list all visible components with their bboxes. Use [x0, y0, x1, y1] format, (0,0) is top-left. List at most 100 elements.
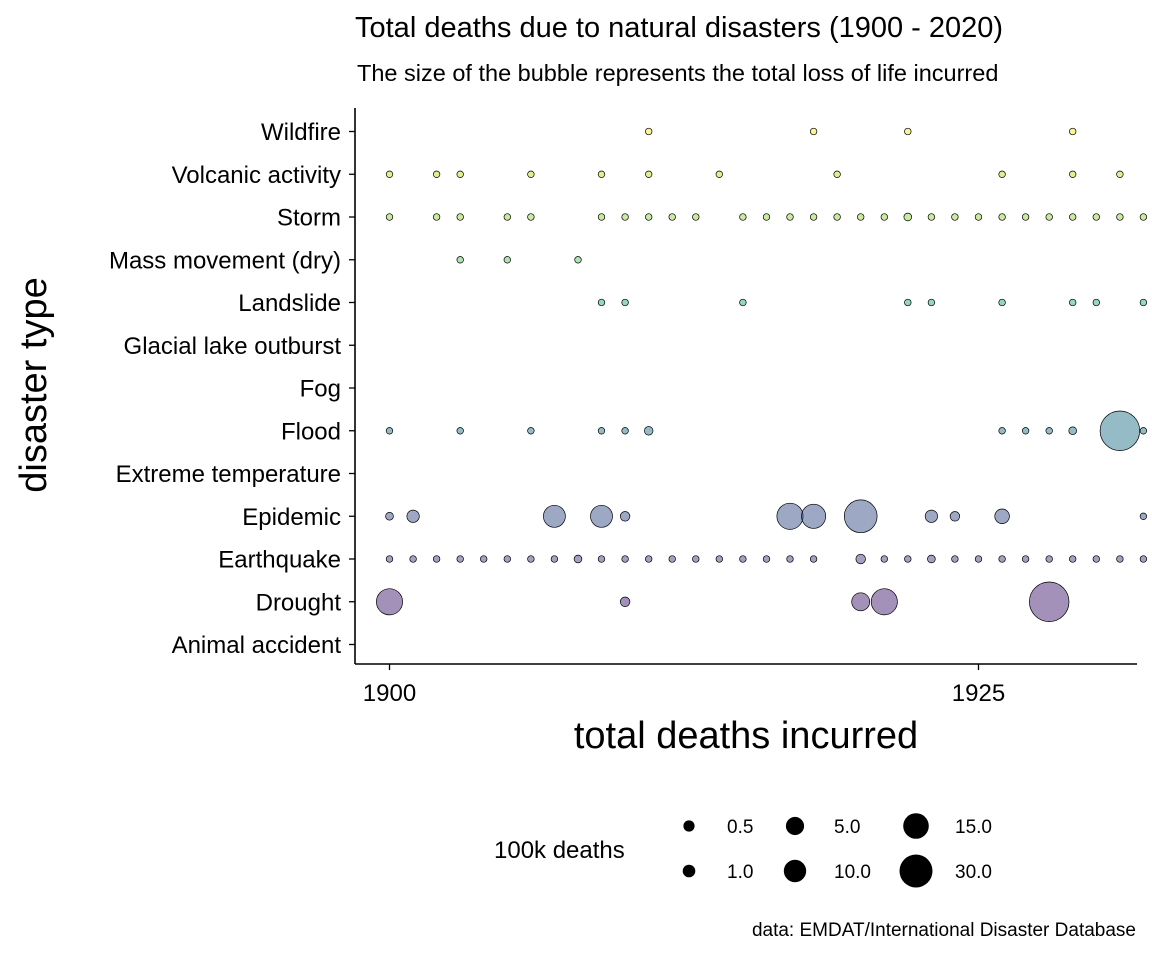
bubble	[880, 555, 888, 563]
bubble	[644, 426, 654, 436]
series-mass-movement-dry	[456, 256, 582, 264]
bubble	[1045, 427, 1053, 435]
bubble	[432, 555, 441, 563]
bubble	[739, 298, 747, 307]
chart-subtitle: The size of the bubble represents the to…	[357, 60, 999, 86]
series-flood	[385, 410, 1148, 451]
bubble	[855, 553, 866, 565]
y-tick-label: Drought	[256, 589, 342, 616]
size-legend-key	[785, 816, 805, 836]
bubble	[1045, 555, 1053, 563]
bubble	[1021, 213, 1030, 221]
bubble	[456, 170, 464, 178]
bubble	[762, 555, 771, 563]
y-tick-label: Landslide	[238, 290, 341, 317]
bubble	[1069, 213, 1077, 221]
bubble	[1092, 213, 1100, 221]
bubble	[949, 511, 961, 522]
bubble	[998, 298, 1006, 307]
bubble	[801, 503, 827, 529]
bubble	[527, 555, 535, 563]
bubble	[619, 511, 631, 522]
bubble	[786, 213, 794, 221]
bubble	[503, 555, 511, 563]
bubble	[857, 213, 865, 221]
y-axis-labels: Animal accident Drought Earthquake Epidemic…	[109, 119, 341, 659]
series-drought	[376, 581, 1070, 622]
bubble	[951, 555, 959, 563]
bubble	[739, 555, 747, 563]
bubble	[809, 213, 818, 221]
size-legend-label: 30.0	[955, 862, 992, 883]
bubble	[1029, 581, 1070, 622]
size-legend: 100k deaths 0.5 1.0 5.0 10.0 15.0 30.0	[494, 813, 992, 888]
y-tick-label: Volcanic activity	[172, 162, 341, 189]
bubble	[621, 555, 629, 563]
bubble	[974, 555, 983, 563]
size-legend-title: 100k deaths	[494, 837, 625, 864]
bubble	[597, 298, 606, 307]
bubble	[385, 213, 394, 221]
bubble	[645, 127, 653, 136]
bubble	[998, 213, 1006, 221]
x-axis-title: total deaths incurred	[574, 715, 918, 757]
y-axis-title: disaster type	[13, 277, 55, 492]
y-tick-label: Flood	[281, 418, 341, 445]
bubble	[1099, 410, 1141, 451]
bubble	[1045, 213, 1053, 221]
bubble	[904, 555, 912, 563]
bubble	[597, 427, 606, 435]
bubble	[573, 554, 583, 564]
bubble	[527, 427, 535, 435]
bubble	[409, 555, 417, 563]
y-tick-label: Animal accident	[172, 632, 342, 659]
bubble	[456, 427, 464, 435]
chart-title: Total deaths due to natural disasters (1…	[355, 12, 1004, 44]
size-legend-label: 1.0	[727, 862, 753, 883]
bubble	[597, 555, 606, 563]
bubble	[597, 213, 606, 221]
bubble	[927, 298, 936, 307]
bubble	[645, 555, 653, 563]
bubble	[480, 555, 488, 563]
bubble	[1069, 127, 1077, 136]
bubble	[385, 427, 394, 435]
bubble	[974, 213, 983, 221]
bubble	[619, 596, 631, 607]
bubble	[574, 256, 582, 264]
bubble	[1092, 555, 1100, 563]
y-tick-label: Earthquake	[218, 547, 341, 574]
bubble	[668, 213, 676, 221]
bubble	[692, 555, 700, 563]
bubble	[621, 213, 629, 221]
bubble	[739, 213, 747, 221]
bubble	[543, 504, 566, 528]
y-tick-label: Mass movement (dry)	[109, 247, 341, 274]
bubble	[1139, 512, 1148, 520]
bubble	[870, 588, 898, 616]
bubble	[927, 213, 936, 221]
series-epidemic	[385, 499, 1148, 534]
bubble	[904, 127, 912, 136]
x-tick-label: 1900	[363, 680, 416, 707]
bubble	[621, 427, 629, 435]
bubble	[432, 213, 441, 221]
size-legend-label: 0.5	[727, 817, 753, 838]
bubble	[456, 256, 464, 264]
bubble	[406, 509, 420, 523]
bubble	[776, 502, 804, 530]
bubble	[503, 213, 511, 221]
bubble	[998, 427, 1006, 435]
bubble	[692, 213, 700, 221]
bubble	[809, 555, 818, 563]
bubble	[1116, 213, 1124, 221]
bubble	[843, 499, 878, 534]
bubble	[998, 555, 1006, 563]
x-tick-label: 1925	[952, 680, 1005, 707]
y-tick-label: Epidemic	[242, 504, 341, 531]
bubble	[550, 555, 559, 563]
bubble	[1021, 555, 1030, 563]
bubble	[527, 170, 535, 178]
y-tick-label: Storm	[277, 205, 341, 232]
bubble	[645, 213, 653, 221]
